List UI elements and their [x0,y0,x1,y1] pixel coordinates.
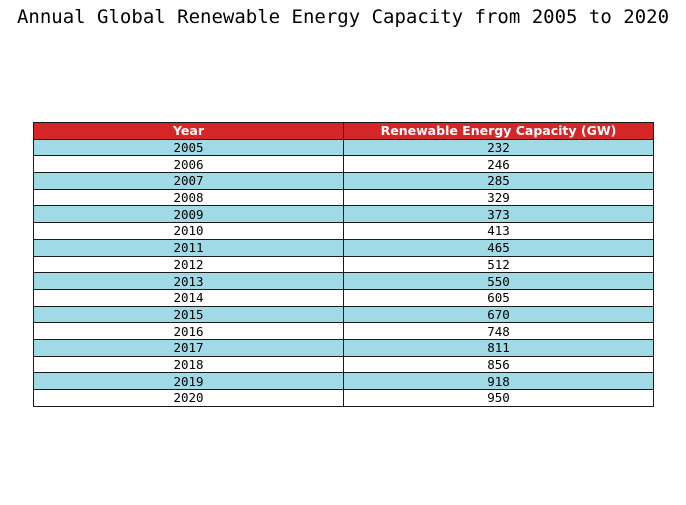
year-cell: 2017 [33,338,344,357]
year-cell: 2013 [33,272,344,290]
year-cell: 2011 [33,238,344,257]
table-row: 2005 232 [33,138,654,157]
table-row: 2006 246 [33,155,654,174]
year-cell: 2009 [33,205,344,224]
year-cell: 2018 [33,355,344,374]
year-cell: 2010 [33,222,344,240]
capacity-cell: 329 [343,188,654,207]
table-row: 2012 512 [33,255,654,274]
table-row: 2010 413 [33,222,654,240]
year-cell: 2012 [33,255,344,274]
capacity-cell: 465 [343,238,654,257]
capacity-cell: 748 [343,322,654,340]
table-row: 2014 605 [33,288,654,307]
capacity-cell: 285 [343,172,654,190]
table-row: 2016 748 [33,322,654,340]
table-row: 2015 670 [33,305,654,324]
capacity-cell: 232 [343,138,654,157]
table-row: 2018 856 [33,355,654,374]
capacity-cell: 373 [343,205,654,224]
table-row: 2009 373 [33,205,654,224]
capacity-cell: 413 [343,222,654,240]
table-row: 2017 811 [33,338,654,357]
year-cell: 2005 [33,138,344,157]
capacity-cell: 811 [343,338,654,357]
table-body: 2005 232 2006 246 2007 285 2008 329 2009 373 2010 4… [33,138,654,407]
capacity-cell: 918 [343,372,654,390]
year-cell: 2019 [33,372,344,390]
capacity-cell: 550 [343,272,654,290]
capacity-cell: 670 [343,305,654,324]
table-row: 2020 950 [33,389,654,407]
year-cell: 2020 [33,389,344,407]
table-header-row: Year Renewable Energy Capacity (GW) [33,122,654,140]
table-row: 2011 465 [33,238,654,257]
year-cell: 2015 [33,305,344,324]
chart-title: Annual Global Renewable Energy Capacity … [16,6,670,28]
column-header-capacity: Renewable Energy Capacity (GW) [343,122,654,140]
data-table: Year Renewable Energy Capacity (GW) 2005 2… [33,122,654,407]
year-cell: 2007 [33,172,344,190]
capacity-cell: 246 [343,155,654,174]
year-cell: 2016 [33,322,344,340]
capacity-cell: 950 [343,389,654,407]
year-cell: 2014 [33,288,344,307]
capacity-cell: 605 [343,288,654,307]
year-cell: 2006 [33,155,344,174]
table-row: 2007 285 [33,172,654,190]
capacity-cell: 856 [343,355,654,374]
column-header-year: Year [33,122,344,140]
table-row: 2008 329 [33,188,654,207]
table-row: 2013 550 [33,272,654,290]
table-row: 2019 918 [33,372,654,390]
capacity-cell: 512 [343,255,654,274]
year-cell: 2008 [33,188,344,207]
